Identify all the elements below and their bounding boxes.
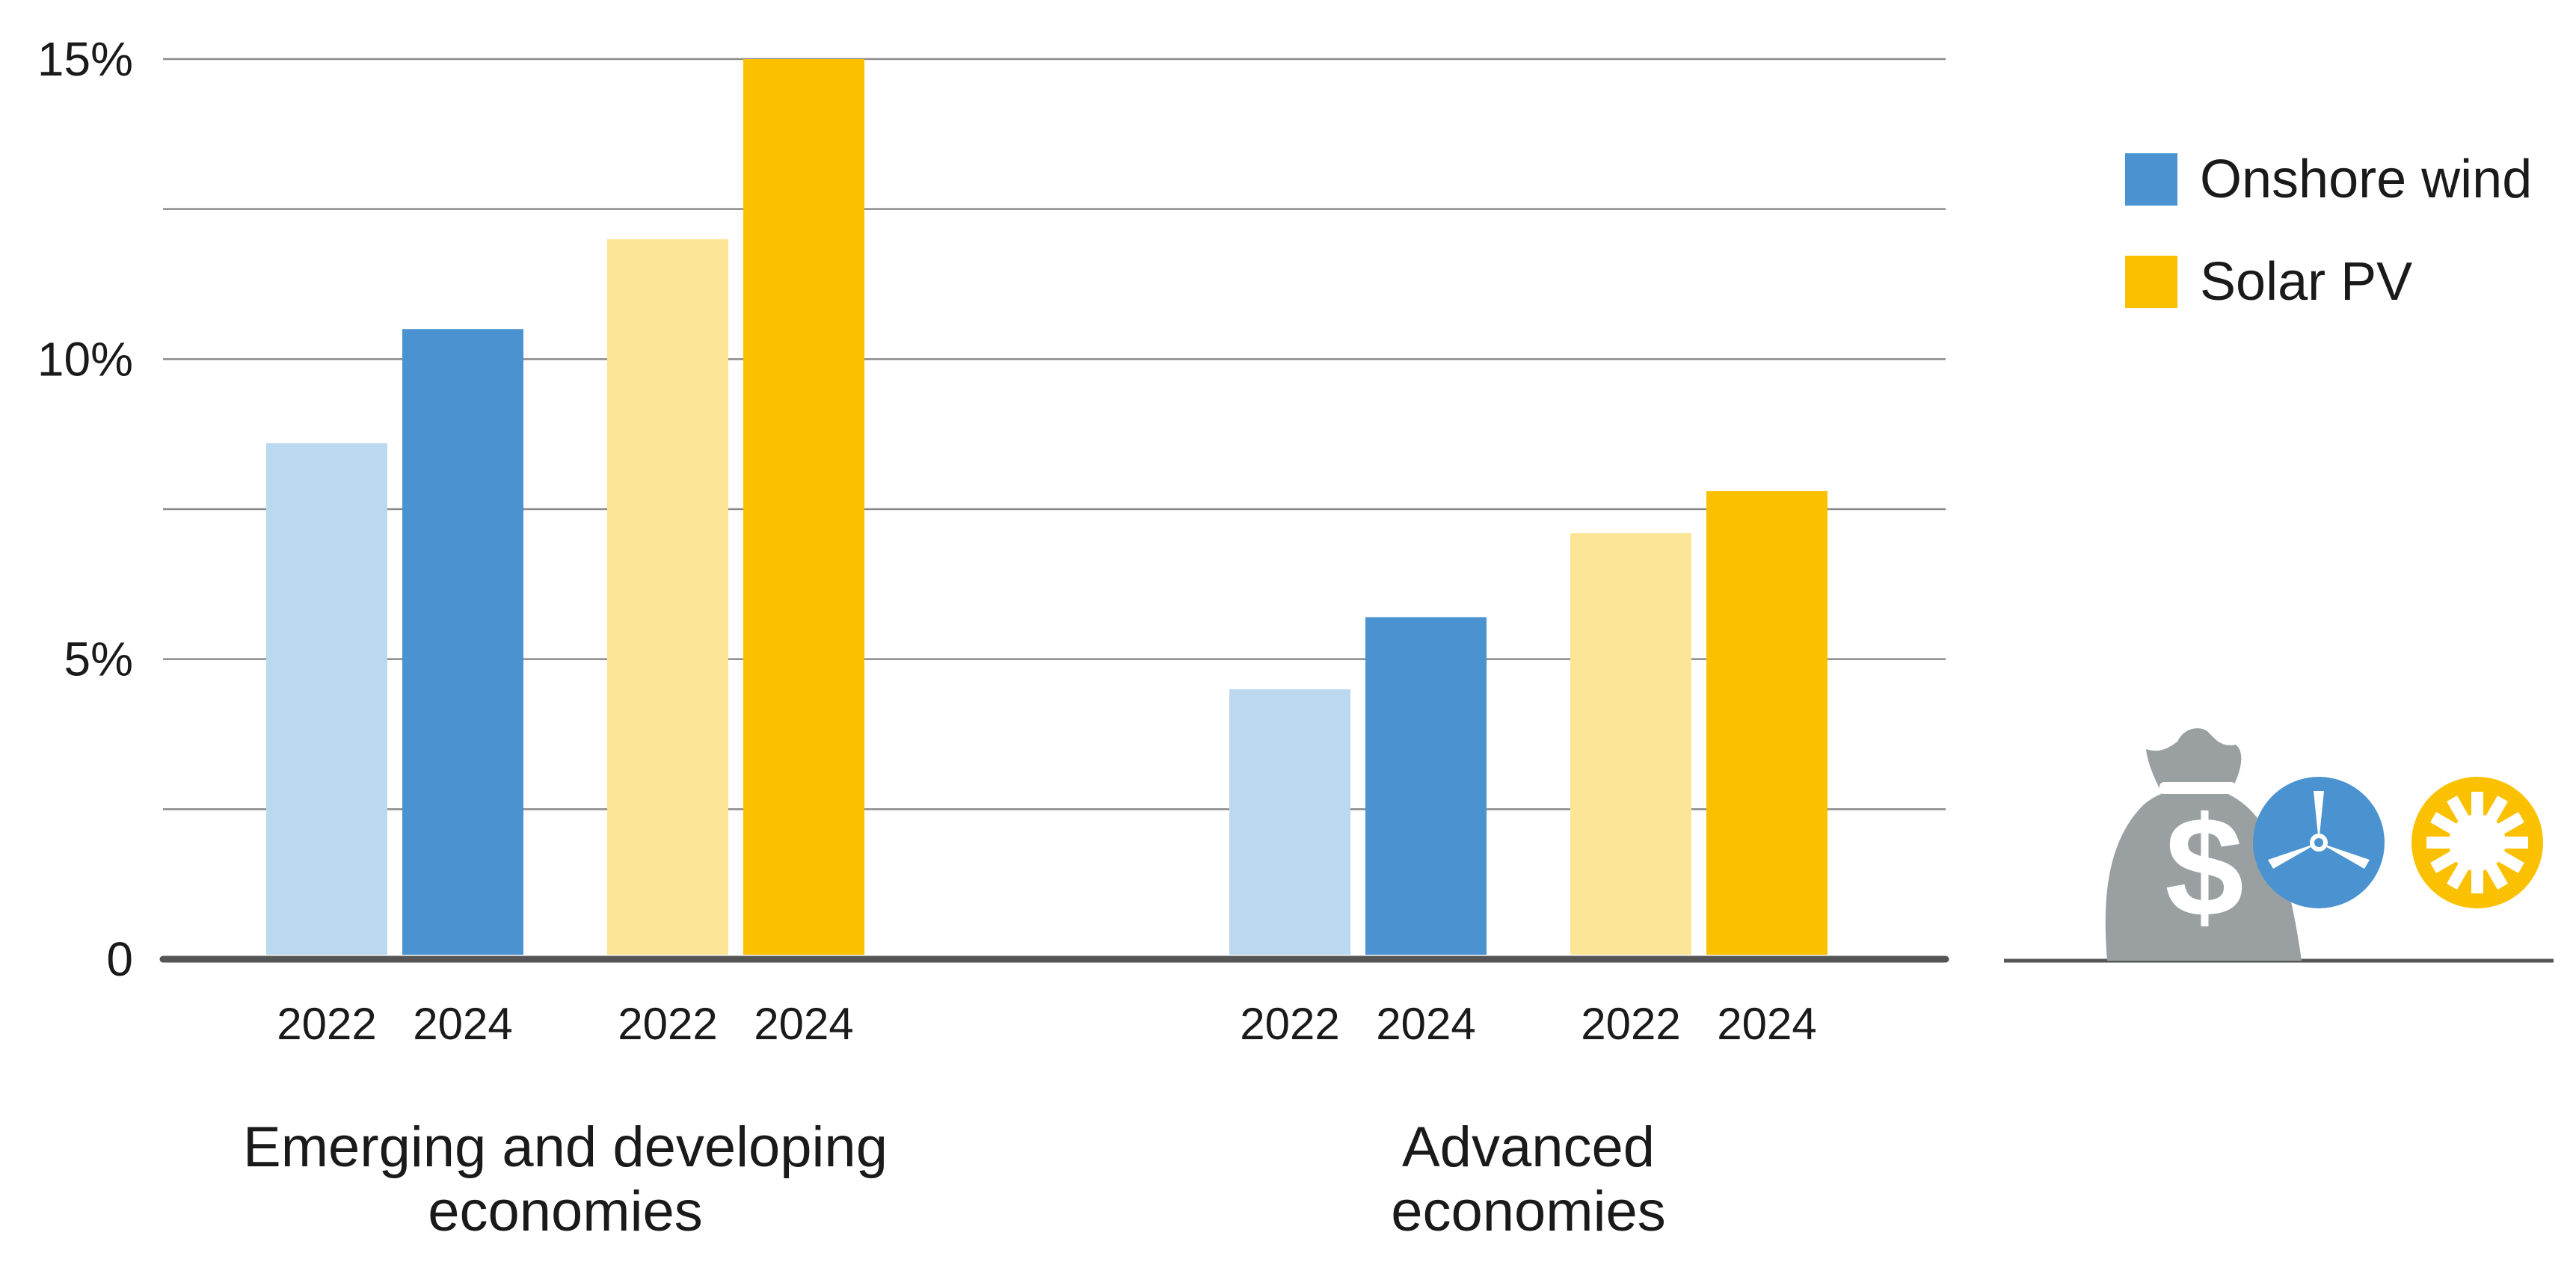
x-tick-label: 2024 bbox=[413, 999, 512, 1049]
sun-ray bbox=[2485, 861, 2508, 890]
bar-solar-pv-2024 bbox=[743, 59, 864, 955]
sun-ray bbox=[2485, 795, 2508, 824]
sun-ray bbox=[2430, 850, 2459, 873]
group-label-line: economies bbox=[428, 1180, 703, 1243]
x-tick-label: 2024 bbox=[1376, 999, 1475, 1049]
sun-ray bbox=[2430, 812, 2459, 835]
sun-ray bbox=[2426, 837, 2452, 849]
sun-ray bbox=[2503, 837, 2528, 849]
x-tick-label: 2024 bbox=[754, 999, 853, 1049]
x-tick-label: 2022 bbox=[1581, 999, 1680, 1049]
y-tick-label: 10% bbox=[37, 332, 133, 386]
bar-solar-pv-2022 bbox=[607, 238, 728, 955]
x-tick-label: 2022 bbox=[1240, 999, 1339, 1049]
legend-swatch-solar-pv bbox=[2125, 256, 2177, 308]
bar-solar-pv-2022 bbox=[1570, 533, 1691, 955]
y-tick-label: 15% bbox=[37, 32, 133, 86]
bar-onshore-wind-2024 bbox=[1365, 617, 1487, 955]
sun-ray bbox=[2471, 792, 2483, 817]
x-tick-label: 2022 bbox=[277, 999, 376, 1049]
legend-label-onshore-wind: Onshore wind bbox=[2200, 150, 2532, 209]
group-label-line: Advanced bbox=[1402, 1115, 1655, 1179]
sun-ray bbox=[2471, 868, 2483, 893]
sun-ray bbox=[2496, 850, 2524, 873]
money-bag-icon: $ bbox=[2105, 728, 2302, 961]
bar-solar-pv-2024 bbox=[1706, 490, 1828, 955]
bar-onshore-wind-2022 bbox=[266, 443, 387, 955]
sun-ray bbox=[2447, 861, 2470, 890]
sun-ray bbox=[2496, 812, 2524, 835]
x-tick-label: 2024 bbox=[1717, 999, 1816, 1049]
legend-label-solar-pv: Solar PV bbox=[2200, 252, 2412, 312]
y-tick-label: 0 bbox=[106, 932, 133, 986]
sun-icon bbox=[2411, 777, 2543, 908]
group-label-line: Emerging and developing bbox=[243, 1115, 888, 1179]
legend-swatch-onshore-wind bbox=[2125, 153, 2177, 206]
group-labels: Emerging and developingeconomiesAdvanced… bbox=[243, 1115, 1666, 1243]
y-tick-label: 5% bbox=[64, 632, 134, 686]
bar-onshore-wind-2024 bbox=[402, 329, 523, 955]
wind-turbine-icon bbox=[2253, 777, 2385, 908]
sun-ray bbox=[2447, 795, 2470, 824]
bar-onshore-wind-2022 bbox=[1229, 689, 1350, 955]
dollar-sign-icon: $ bbox=[2165, 788, 2244, 946]
illustration: $ bbox=[2004, 728, 2554, 963]
y-axis-ticks: 0 5% 10% 15% bbox=[37, 32, 133, 986]
x-tick-label: 2022 bbox=[618, 999, 717, 1049]
group-label-line: economies bbox=[1391, 1180, 1666, 1243]
legend: Onshore wind Solar PV bbox=[2125, 150, 2532, 312]
x-axis-ticks: 2022 2024 2022 2024 2022 2024 2022 2024 bbox=[277, 999, 1816, 1049]
bars bbox=[266, 59, 1828, 955]
